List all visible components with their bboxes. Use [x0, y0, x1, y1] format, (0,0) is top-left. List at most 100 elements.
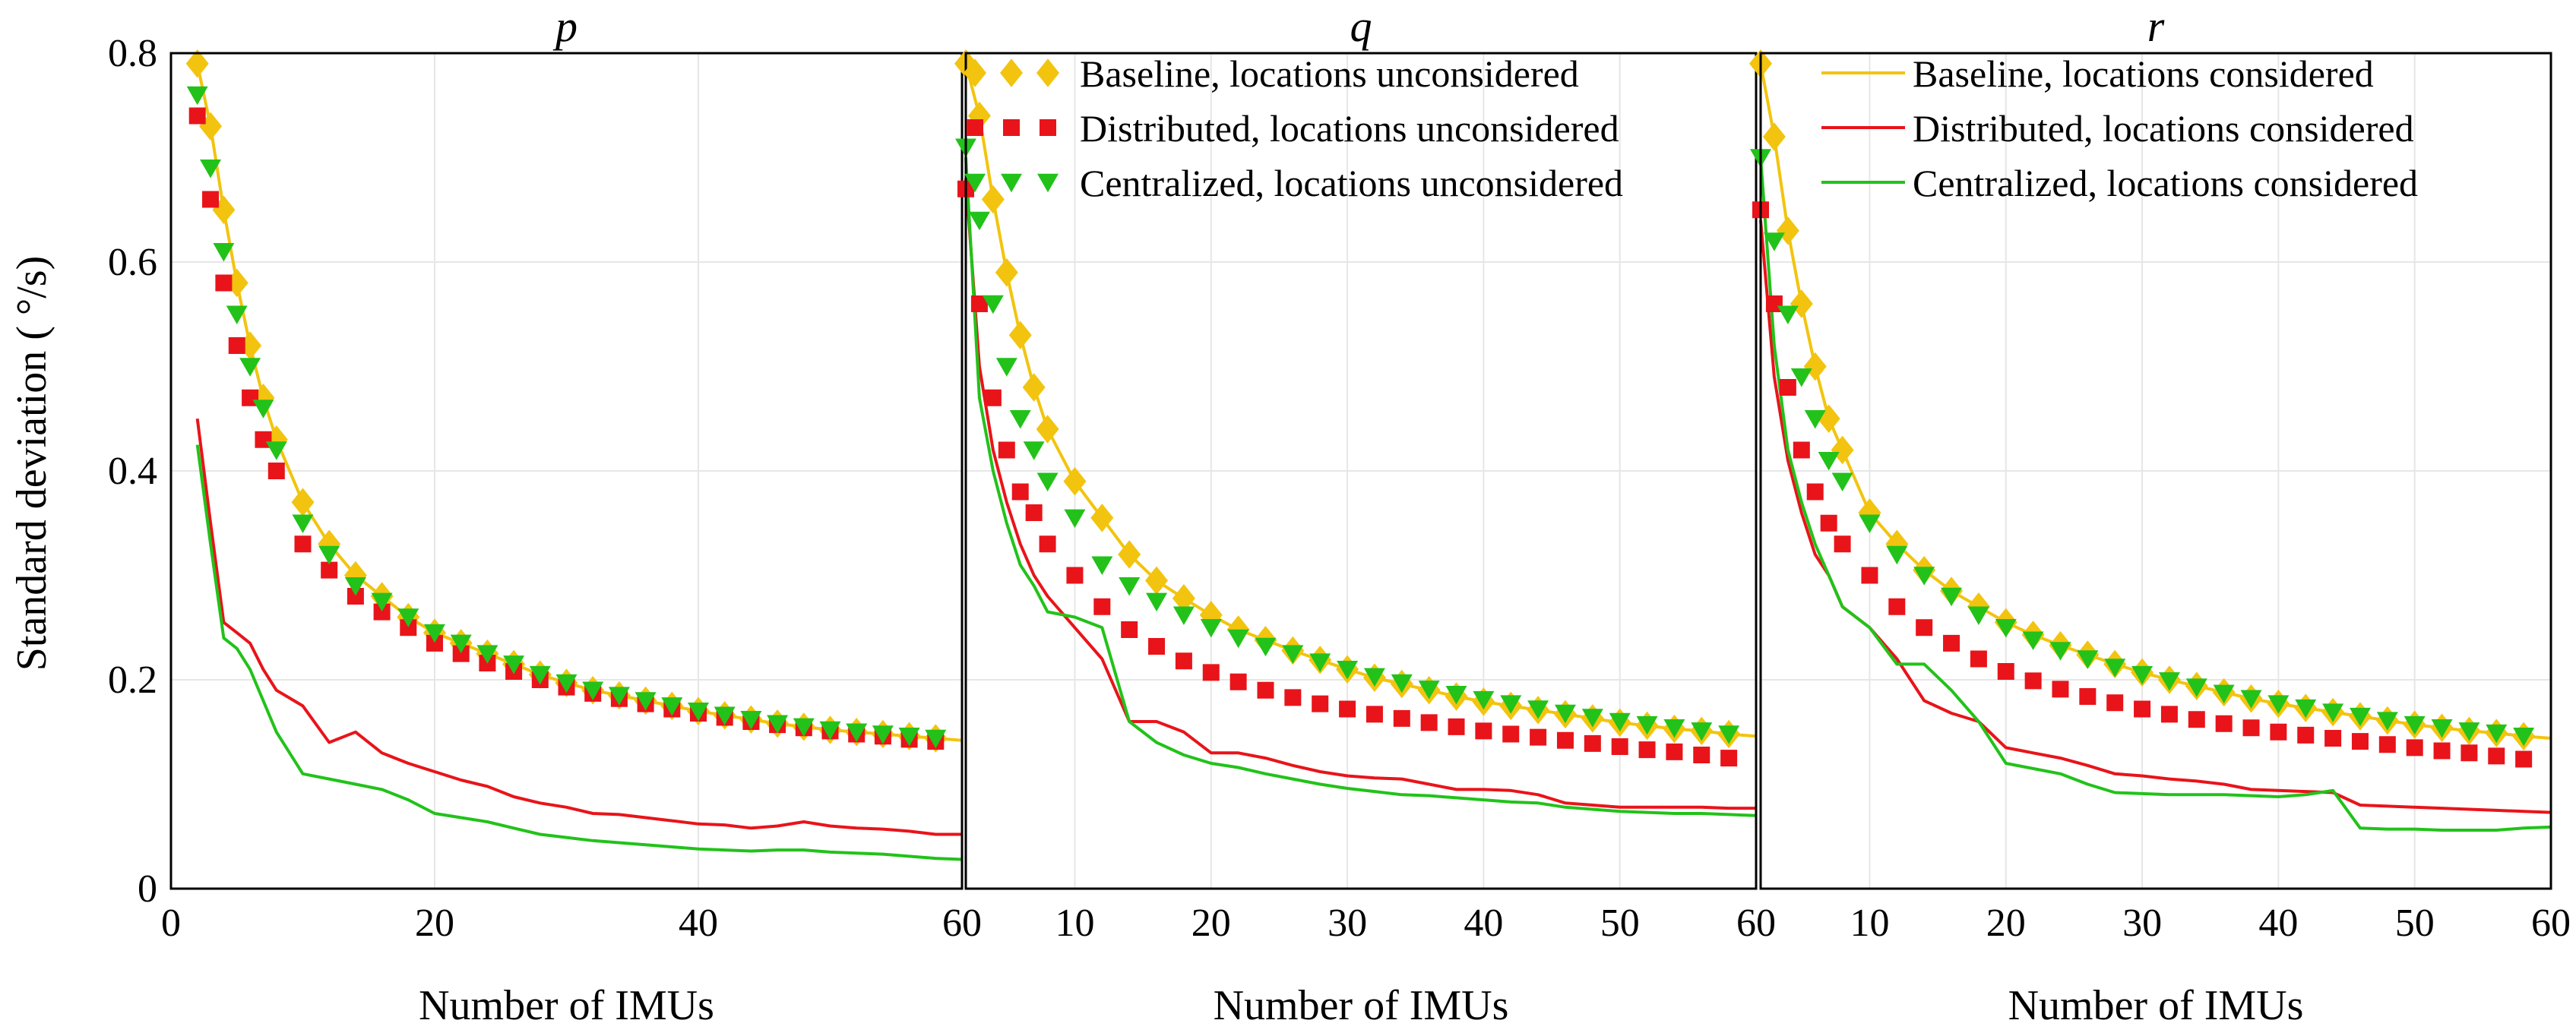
legend-swatch-diamond: [964, 58, 986, 87]
data-point-square: [347, 588, 364, 605]
y-axis-label: Standard deviation ( °/s): [8, 256, 55, 671]
data-point-triangle: [1337, 661, 1359, 680]
panel-p: 0 20 40 60 0 0.2 0.4 0.6 0.8 Number of IMUs p: [108, 2, 982, 1029]
x-axis-label: Number of IMUs: [2008, 982, 2304, 1029]
data-point-triangle: [2267, 695, 2290, 714]
data-point-triangle: [767, 715, 789, 734]
data-point-triangle: [714, 706, 736, 726]
data-point-triangle: [1200, 619, 1222, 638]
legend-swatch-square: [1040, 119, 1056, 136]
x-tick-label: 10: [1850, 902, 1889, 945]
data-point-triangle: [968, 211, 990, 231]
x-tick-label: 60: [942, 902, 982, 945]
panel-title: q: [1350, 2, 1372, 51]
data-point-square: [1916, 619, 1933, 636]
data-point-square: [2160, 706, 2178, 723]
data-point-square: [1793, 441, 1810, 459]
data-point-diamond: [995, 258, 1018, 287]
data-point-diamond: [1776, 216, 1799, 245]
data-point-square: [2324, 730, 2342, 747]
data-point-square: [1806, 483, 1824, 501]
data-point-square: [2351, 733, 2369, 750]
data-point-triangle: [1663, 719, 1685, 738]
panels: 0 20 40 60 0 0.2 0.4 0.6 0.8 Number of IMUs p 10 20 3…: [108, 2, 2571, 1029]
data-point-triangle: [1995, 619, 2017, 638]
data-point-square: [2215, 715, 2233, 732]
data-point-triangle: [1172, 606, 1195, 626]
data-point-square: [2188, 711, 2205, 728]
data-point-diamond: [1008, 321, 1032, 349]
data-point-diamond: [1762, 122, 1786, 151]
data-point-square: [2134, 700, 2151, 718]
data-point-triangle: [661, 697, 683, 716]
x-axis-label: Number of IMUs: [1214, 982, 1509, 1029]
data-point-square: [2433, 742, 2451, 760]
data-point-triangle: [1790, 368, 1812, 387]
legend-swatch-triangle: [1037, 173, 1059, 193]
data-point-square: [1666, 743, 1683, 760]
plot-frame: [1759, 52, 2552, 890]
data-point-square: [2378, 736, 2396, 753]
legend-swatch-triangle: [1001, 173, 1022, 193]
x-tick-label: 40: [679, 902, 718, 945]
data-point-triangle: [2431, 719, 2453, 738]
data-point-triangle: [1818, 452, 1840, 471]
data-point-square: [2024, 672, 2042, 690]
data-point-square: [1888, 598, 1906, 615]
data-point-diamond: [1803, 352, 1827, 381]
data-point-triangle: [2404, 715, 2426, 735]
data-point-triangle: [503, 655, 525, 674]
data-point-square: [1284, 689, 1302, 706]
series-line: [1759, 157, 2552, 832]
data-point-triangle: [450, 634, 472, 654]
plot-frame: [169, 52, 964, 890]
data-point-triangle: [740, 711, 762, 730]
data-point-square: [1611, 738, 1628, 755]
data-point-square: [1556, 731, 1574, 749]
data-point-triangle: [397, 608, 419, 627]
data-point-triangle: [424, 624, 445, 643]
data-point-square: [2515, 750, 2533, 768]
data-point-triangle: [2213, 684, 2235, 704]
data-point-triangle: [2240, 690, 2262, 709]
series-line: [195, 444, 963, 861]
data-point-triangle: [1064, 509, 1086, 529]
data-point-square: [1820, 514, 1837, 532]
data-point-triangle: [1527, 700, 1549, 719]
data-point-triangle: [793, 718, 815, 738]
data-point-square: [2460, 744, 2478, 762]
data-point-triangle: [2131, 665, 2154, 685]
data-point-square: [373, 603, 391, 621]
data-point-square: [1943, 634, 1960, 652]
data-point-triangle: [1009, 410, 1031, 429]
data-point-triangle: [2376, 712, 2398, 731]
legend-swatch-diamond: [1036, 58, 1059, 87]
data-point-triangle: [292, 514, 314, 534]
data-point-square: [1720, 750, 1738, 767]
series-markers: [955, 138, 1740, 744]
data-point-square: [1393, 709, 1410, 727]
data-point-square: [1970, 650, 1987, 668]
data-point-triangle: [318, 545, 340, 565]
data-point-square: [1312, 695, 1329, 712]
data-point-triangle: [1804, 410, 1826, 429]
data-point-square: [970, 295, 988, 312]
x-axis-label: Number of IMUs: [419, 982, 714, 1029]
data-point-diamond: [1118, 540, 1141, 569]
data-point-square: [1834, 535, 1851, 553]
data-point-triangle: [2486, 724, 2508, 744]
x-tick-label: 10: [1055, 902, 1094, 945]
x-tick-label: 60: [2531, 902, 2571, 945]
data-point-square: [1025, 504, 1043, 521]
data-point-triangle: [1500, 695, 1522, 714]
legend-swatch-triangle: [964, 173, 986, 193]
data-point-diamond: [291, 488, 315, 516]
data-point-triangle: [1146, 592, 1168, 612]
plot-frame: [964, 52, 1758, 890]
data-point-square: [1011, 483, 1029, 501]
x-tick-label: 20: [415, 902, 454, 945]
data-point-square: [1229, 673, 1247, 690]
data-point-square: [1420, 714, 1438, 731]
